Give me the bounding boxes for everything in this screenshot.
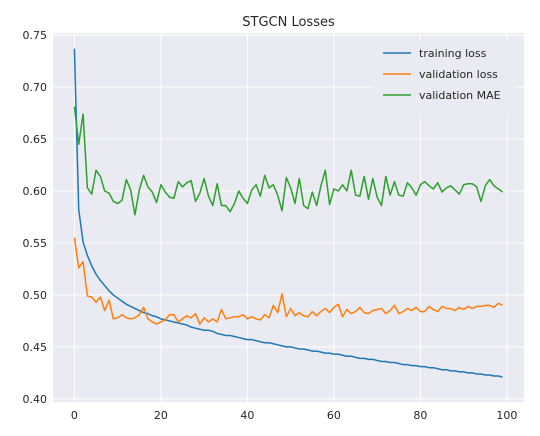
y-tick-label: 0.60 <box>23 185 48 198</box>
x-tick-label: 100 <box>496 409 517 422</box>
legend-box <box>371 40 517 118</box>
x-tick-label: 0 <box>71 409 78 422</box>
x-tick-label: 20 <box>154 409 168 422</box>
series-line-validation-loss <box>73 237 503 325</box>
y-axis-ticks: 0.40 0.45 0.50 0.55 0.60 0.65 0.70 0.75 <box>23 29 48 406</box>
series-line-validation-mae <box>73 106 504 216</box>
y-tick-label: 0.45 <box>23 341 48 354</box>
y-tick-label: 0.75 <box>23 29 48 42</box>
x-tick-label: 80 <box>413 409 427 422</box>
legend-label-training-loss: training loss <box>419 47 487 60</box>
y-tick-label: 0.40 <box>23 393 48 406</box>
legend-label-validation-mae: validation MAE <box>419 89 501 102</box>
x-tick-label: 60 <box>327 409 341 422</box>
x-axis-ticks: 0 20 40 60 80 100 <box>71 409 518 422</box>
y-tick-label: 0.65 <box>23 133 48 146</box>
legend: training loss validation loss validation M… <box>371 40 517 118</box>
y-tick-label: 0.55 <box>23 237 48 250</box>
y-tick-label: 0.70 <box>23 81 48 94</box>
chart-title: STGCN Losses <box>242 15 335 30</box>
y-tick-label: 0.50 <box>23 289 48 302</box>
gridlines <box>53 33 524 402</box>
legend-label-validation-loss: validation loss <box>419 68 498 81</box>
x-tick-label: 40 <box>240 409 254 422</box>
series-layer <box>73 48 504 378</box>
